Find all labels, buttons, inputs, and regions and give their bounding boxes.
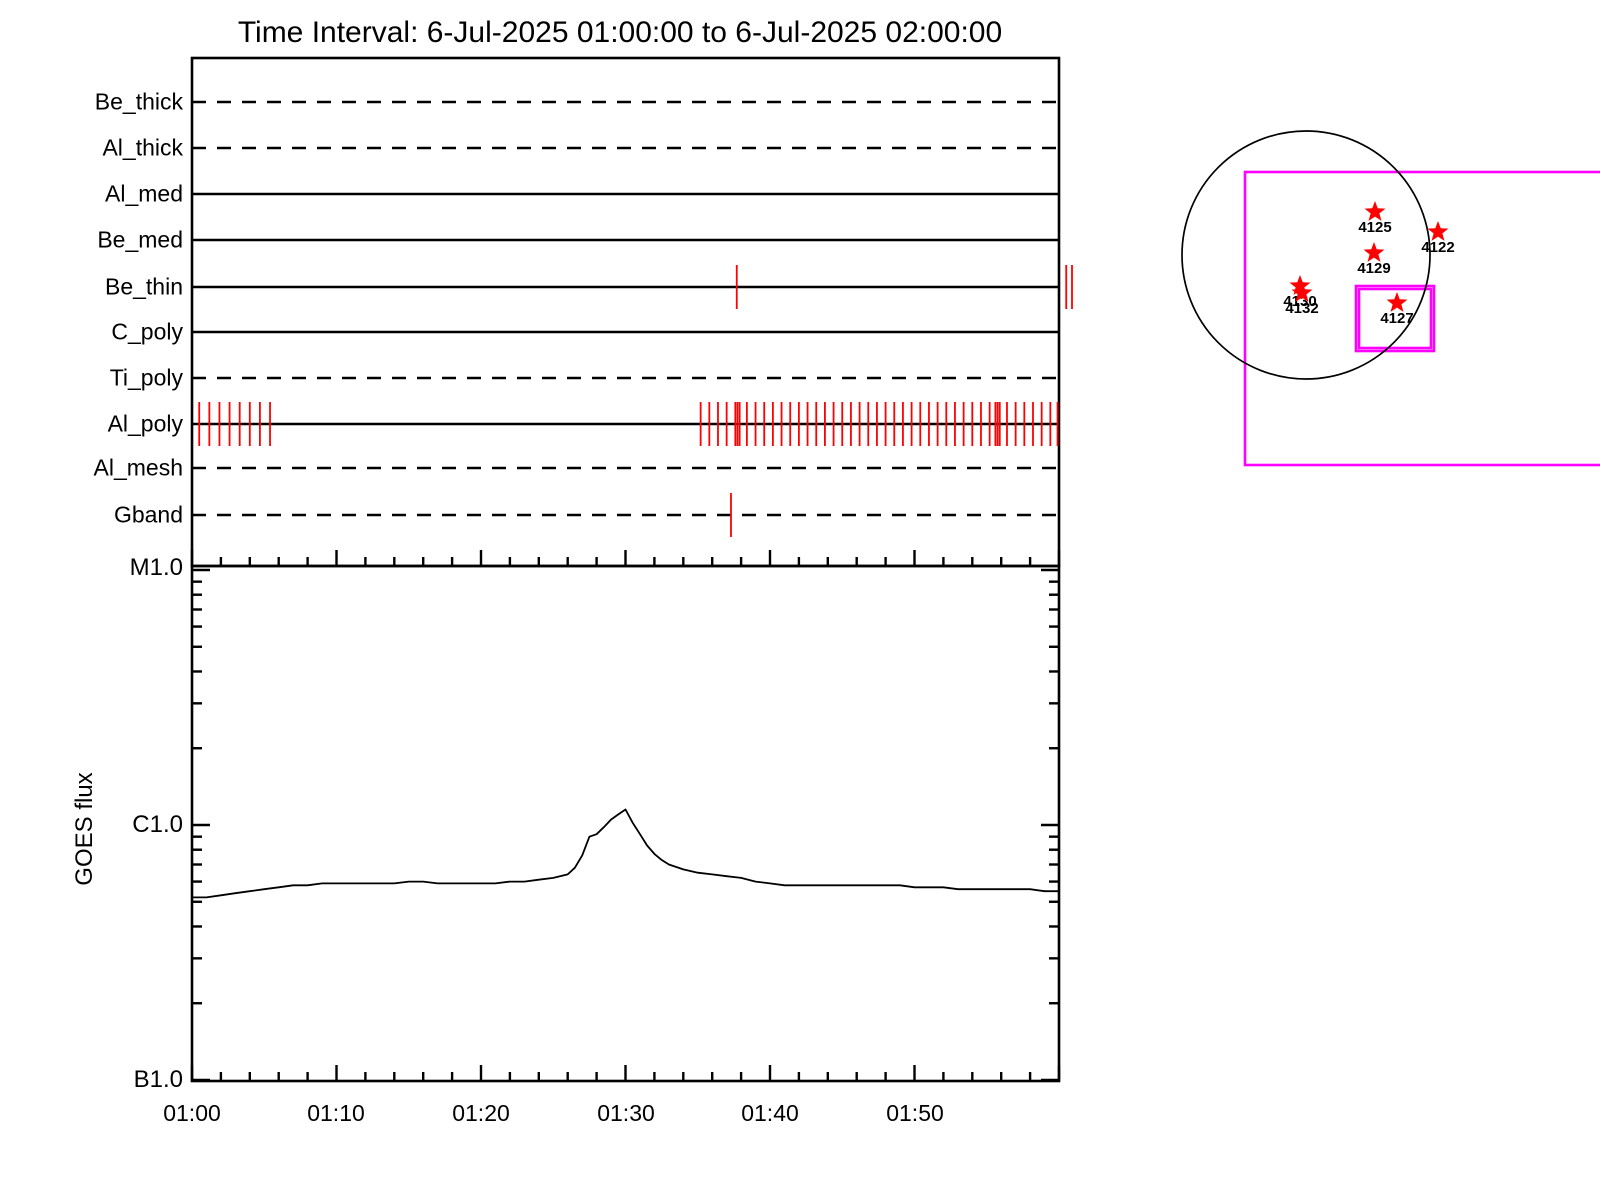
filter-label-al-mesh: Al_mesh [93, 454, 183, 481]
fov-box-small-inner [1357, 287, 1433, 350]
goes-x-axis-ticks [190, 1065, 1061, 1081]
x-tick-label-0120: 01:20 [452, 1100, 510, 1126]
filter-label-be-med: Be_med [97, 226, 183, 253]
filter-panel-axis-ticks [190, 550, 1061, 566]
x-tick-label-0150: 01:50 [886, 1100, 944, 1126]
active-region-star-4132 [1291, 282, 1313, 302]
filter-label-be-thin: Be_thin [104, 273, 183, 300]
observation-tick-marks [198, 265, 1073, 537]
active-region-label-4132: 4132 [1285, 300, 1318, 317]
filter-label-column: Be_thick Al_thick Al_med Be_med Be_thin … [0, 0, 183, 1200]
fov-box-small-outer [1354, 284, 1436, 353]
goes-flux-curve [191, 808, 1060, 899]
solar-limb-circle [1181, 130, 1431, 380]
filter-label-al-thick: Al_thick [102, 134, 183, 161]
filter-label-ti-poly: Ti_poly [109, 364, 183, 391]
active-region-star-4122 [1427, 221, 1449, 241]
active-region-star-4127 [1386, 292, 1408, 312]
filter-label-al-med: Al_med [105, 180, 183, 207]
page-title: Time Interval: 6-Jul-2025 01:00:00 to 6-… [237, 16, 1003, 49]
goes-y-axis-ticks [192, 568, 1059, 1082]
filter-panel-frame [190, 56, 1061, 568]
active-region-label-4130: 4130 [1283, 293, 1316, 310]
fov-box-large [1243, 170, 1600, 467]
x-tick-label-row: 01:00 01:10 01:20 01:30 01:40 01:50 [0, 1100, 1600, 1140]
filter-label-gband: Gband [113, 501, 183, 528]
goes-panel-frame [190, 564, 1061, 1083]
y-tick-label-c1: C1.0 [132, 811, 183, 838]
filter-label-be-thick: Be_thick [94, 88, 183, 115]
active-region-star-4125 [1364, 201, 1386, 221]
active-region-label-4122: 4122 [1421, 239, 1454, 256]
active-region-star-4130 [1289, 275, 1311, 295]
active-region-label-4125: 4125 [1358, 219, 1391, 236]
x-tick-label-0100: 01:00 [163, 1100, 221, 1126]
active-region-label-4129: 4129 [1357, 260, 1390, 277]
filter-label-c-poly: C_poly [111, 318, 183, 345]
x-tick-label-0130: 01:30 [597, 1100, 655, 1126]
filter-row-lines [192, 100, 1059, 517]
goes-y-tick-label-column: M1.0 C1.0 B1.0 [0, 0, 183, 1200]
active-region-star-4129 [1363, 242, 1385, 262]
x-tick-label-0140: 01:40 [741, 1100, 799, 1126]
x-tick-label-0110: 01:10 [307, 1100, 365, 1126]
active-region-label-4127: 4127 [1380, 310, 1413, 327]
filter-label-al-poly: Al_poly [107, 410, 183, 437]
y-tick-label-b1: B1.0 [133, 1066, 183, 1093]
y-tick-label-m1: M1.0 [129, 554, 183, 581]
